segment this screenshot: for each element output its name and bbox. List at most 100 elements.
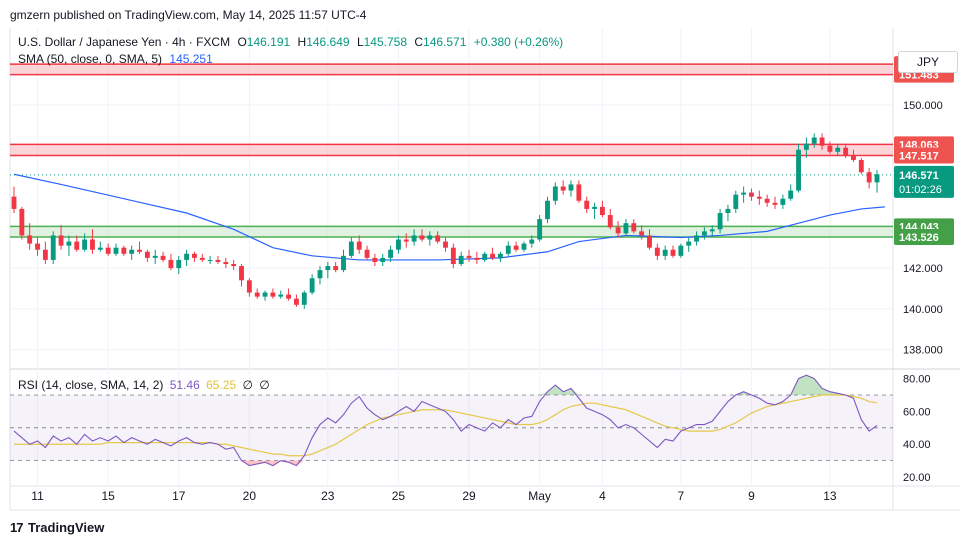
candle-body xyxy=(819,137,825,146)
candle-body xyxy=(701,231,707,236)
candle-body xyxy=(615,227,621,234)
candle-body xyxy=(694,235,699,242)
candle xyxy=(388,245,394,262)
rsi-overbought-fill xyxy=(798,375,807,395)
rsi-overbought-fill xyxy=(571,388,579,395)
candle-body xyxy=(631,223,637,232)
candle xyxy=(356,235,362,254)
sma-legend[interactable]: SMA (50, close, 0, SMA, 5) 145.251 xyxy=(18,52,213,66)
candle xyxy=(647,229,652,250)
resistance-price-tag xyxy=(894,147,954,164)
candle-body xyxy=(309,278,315,293)
candle-body xyxy=(341,255,346,271)
candle xyxy=(866,168,872,189)
candle-body xyxy=(388,249,394,258)
time-tick-label: 25 xyxy=(392,489,406,503)
candle-body xyxy=(733,194,739,209)
candle xyxy=(827,141,833,154)
candle-body xyxy=(576,184,582,201)
candle xyxy=(152,249,158,264)
candle xyxy=(678,243,684,258)
rsi-label: RSI (14, close, SMA, 14, 2) xyxy=(18,378,164,392)
candle-body xyxy=(560,186,566,191)
candle xyxy=(482,251,488,262)
candle-body xyxy=(223,261,229,264)
support-price-tag-label: 143.526 xyxy=(899,232,939,244)
candle-body xyxy=(537,219,543,240)
candle xyxy=(50,231,56,264)
candle-body xyxy=(215,259,221,262)
candle-body xyxy=(121,247,127,254)
tv-logo-icon: 17 xyxy=(10,520,23,535)
candle xyxy=(129,245,135,260)
candle xyxy=(858,157,864,175)
candle xyxy=(333,261,339,273)
candle xyxy=(309,274,315,295)
candle-body xyxy=(796,149,801,191)
candle-body xyxy=(443,241,448,248)
time-tick-label: 9 xyxy=(748,489,755,503)
rsi-overbought-fill xyxy=(547,385,556,395)
candle xyxy=(364,245,370,260)
tradingview-logo[interactable]: 17 TradingView xyxy=(10,520,104,535)
candle-body xyxy=(497,253,503,258)
candle xyxy=(466,249,472,262)
candle-body xyxy=(239,266,244,281)
time-tick-label: May xyxy=(528,489,551,503)
support-zone xyxy=(10,226,893,237)
candle xyxy=(11,186,17,213)
candle-body xyxy=(450,247,456,264)
candle-body xyxy=(482,253,488,260)
open-value: 146.191 xyxy=(246,35,291,49)
candle-body xyxy=(803,143,809,150)
candle xyxy=(686,237,692,252)
candle xyxy=(780,194,786,209)
candle-body xyxy=(90,239,95,250)
candle-body xyxy=(168,259,174,269)
candle-body xyxy=(192,253,197,258)
rsi-legend[interactable]: RSI (14, close, SMA, 14, 2) 51.46 65.25 … xyxy=(18,378,270,392)
rsi-overbought-fill xyxy=(814,378,823,395)
candle-body xyxy=(811,137,817,144)
candle-body xyxy=(231,264,237,267)
candle-body xyxy=(74,241,80,250)
ohlc-legend[interactable]: U.S. Dollar / Japanese Yen · 4h · FXCM O… xyxy=(18,35,567,49)
low-label: L xyxy=(356,35,364,49)
candle-body xyxy=(184,253,190,260)
high-value: 146.649 xyxy=(306,35,350,49)
candle xyxy=(851,149,856,162)
rsi-tick-label: 80.00 xyxy=(903,374,931,386)
rsi-overbought-fill xyxy=(555,385,564,395)
candle-body xyxy=(458,255,464,264)
candle-body xyxy=(176,259,182,269)
candle-body xyxy=(113,247,119,254)
candle-body xyxy=(607,215,613,228)
bar-countdown-label: 01:02:26 xyxy=(899,184,942,196)
candle xyxy=(443,237,448,252)
candle-body xyxy=(199,257,205,260)
candle xyxy=(223,257,229,269)
rsi-tick-label: 60.00 xyxy=(903,406,931,418)
rsi-oversold-fill xyxy=(296,460,305,466)
candle xyxy=(654,243,660,260)
candle xyxy=(325,261,331,279)
candle xyxy=(66,235,72,256)
candle xyxy=(411,229,417,246)
candle-body xyxy=(858,159,864,173)
candle xyxy=(113,243,119,256)
rsi-tick-label: 20.00 xyxy=(903,472,931,484)
candle xyxy=(497,251,503,262)
rsi-extra-1: ∅ xyxy=(242,378,253,392)
time-tick-label: 15 xyxy=(101,489,115,503)
candle xyxy=(662,245,668,260)
candle xyxy=(803,137,809,158)
candle xyxy=(74,235,80,252)
candle-body xyxy=(356,241,362,250)
candle-body xyxy=(35,243,40,250)
candle-body xyxy=(552,186,558,201)
candle xyxy=(144,249,150,262)
candle xyxy=(537,215,543,242)
candle-body xyxy=(427,235,433,240)
currency-button[interactable]: JPY xyxy=(898,51,958,73)
